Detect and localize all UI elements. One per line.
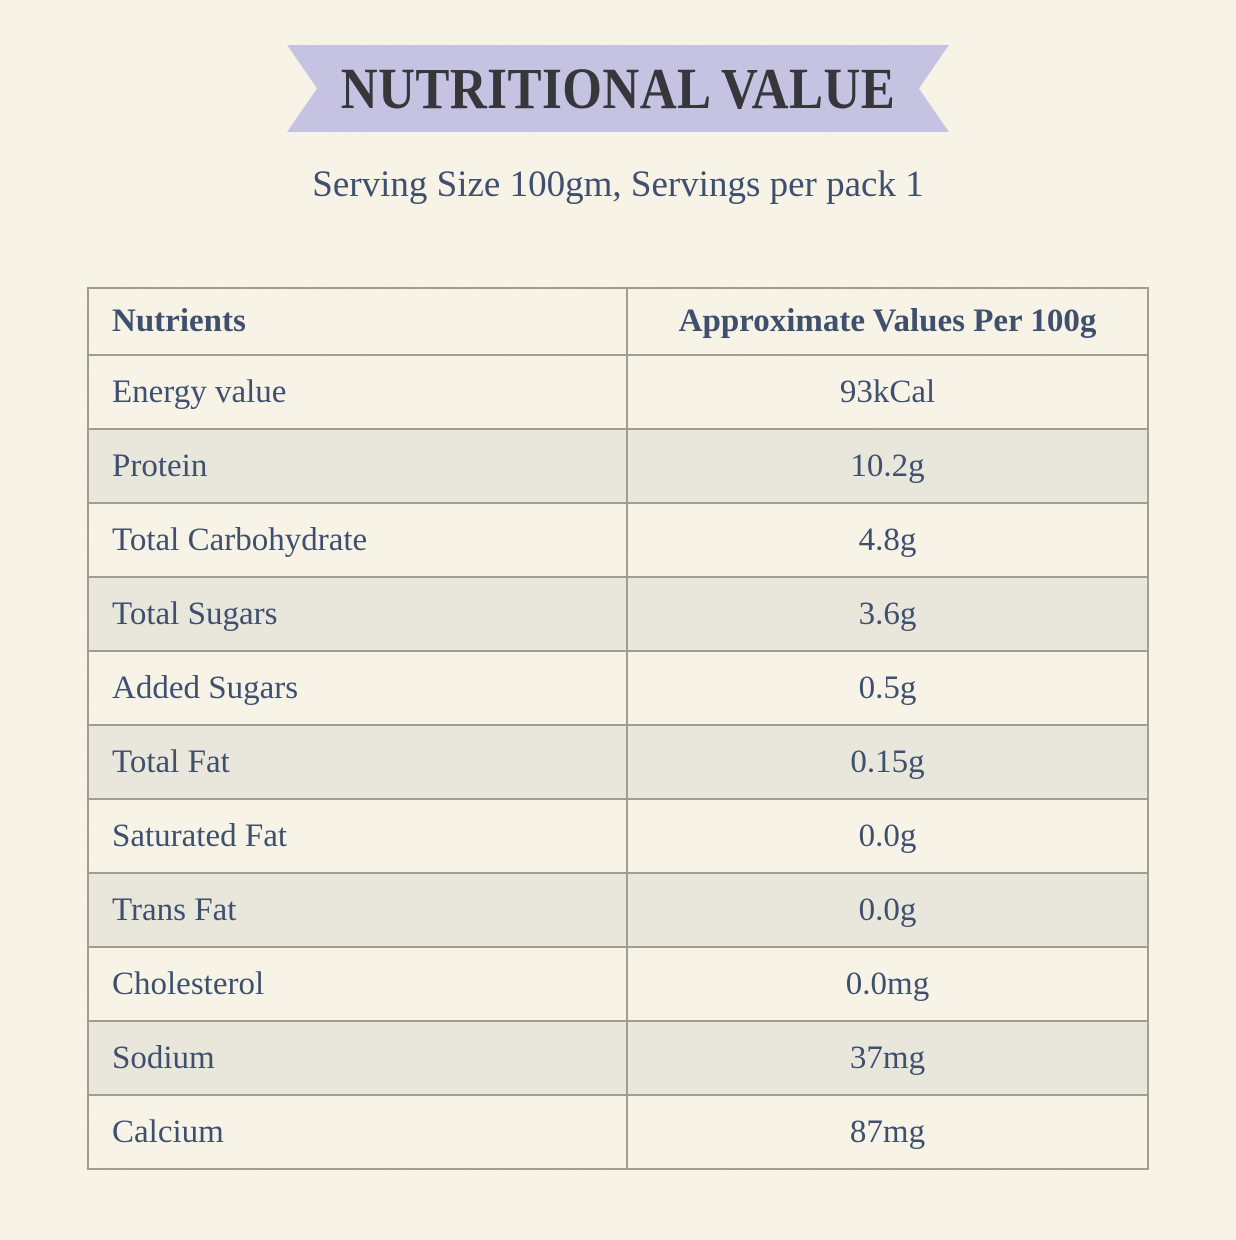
nutrient-name-cell: Sodium <box>87 1020 628 1097</box>
nutrient-value-cell: 0.15g <box>626 724 1149 801</box>
serving-info: Serving Size 100gm, Servings per pack 1 <box>312 164 924 205</box>
nutrient-name-cell: Total Sugars <box>87 576 628 653</box>
table-row: Trans Fat 0.0g <box>87 872 1149 949</box>
table-row: Total Carbohydrate 4.8g <box>87 502 1149 579</box>
page-title: NUTRITIONAL VALUE <box>340 56 896 121</box>
values-column-header: Approximate Values Per 100g <box>626 287 1149 357</box>
nutrient-value-cell: 0.0g <box>626 872 1149 949</box>
nutrition-table: Nutrients Approximate Values Per 100g En… <box>87 287 1149 1171</box>
nutrient-name-cell: Cholesterol <box>87 946 628 1023</box>
nutrient-name-cell: Total Carbohydrate <box>87 502 628 579</box>
nutrient-value-cell: 93kCal <box>626 354 1149 431</box>
table-body: Energy value 93kCal Protein 10.2g Total … <box>87 354 1149 1171</box>
table-row: Added Sugars 0.5g <box>87 650 1149 727</box>
nutrient-name-cell: Added Sugars <box>87 650 628 727</box>
table-row: Energy value 93kCal <box>87 354 1149 431</box>
nutrient-value-cell: 10.2g <box>626 428 1149 505</box>
table-row: Calcium 87mg <box>87 1094 1149 1171</box>
nutrient-value-cell: 4.8g <box>626 502 1149 579</box>
table-row: Protein 10.2g <box>87 428 1149 505</box>
page: NUTRITIONAL VALUE Serving Size 100gm, Se… <box>0 0 1236 1171</box>
nutrient-value-cell: 3.6g <box>626 576 1149 653</box>
nutrient-name-cell: Protein <box>87 428 628 505</box>
nutrient-name-cell: Saturated Fat <box>87 798 628 875</box>
nutrient-value-cell: 37mg <box>626 1020 1149 1097</box>
nutrient-name-cell: Calcium <box>87 1094 628 1171</box>
banner-container: NUTRITIONAL VALUE <box>0 0 1236 132</box>
nutrient-value-cell: 0.0g <box>626 798 1149 875</box>
nutrient-value-cell: 87mg <box>626 1094 1149 1171</box>
table-row: Sodium 37mg <box>87 1020 1149 1097</box>
header-row: Nutrients Approximate Values Per 100g <box>87 287 1149 357</box>
nutrient-name-cell: Energy value <box>87 354 628 431</box>
nutrient-value-cell: 0.0mg <box>626 946 1149 1023</box>
table-row: Cholesterol 0.0mg <box>87 946 1149 1023</box>
table-header: Nutrients Approximate Values Per 100g <box>87 287 1149 357</box>
nutrient-name-cell: Trans Fat <box>87 872 628 949</box>
table-row: Saturated Fat 0.0g <box>87 798 1149 875</box>
nutrients-column-header: Nutrients <box>87 287 628 357</box>
table-row: Total Fat 0.15g <box>87 724 1149 801</box>
table-row: Total Sugars 3.6g <box>87 576 1149 653</box>
banner-ribbon: NUTRITIONAL VALUE <box>287 45 949 132</box>
nutrient-name-cell: Total Fat <box>87 724 628 801</box>
nutrient-value-cell: 0.5g <box>626 650 1149 727</box>
